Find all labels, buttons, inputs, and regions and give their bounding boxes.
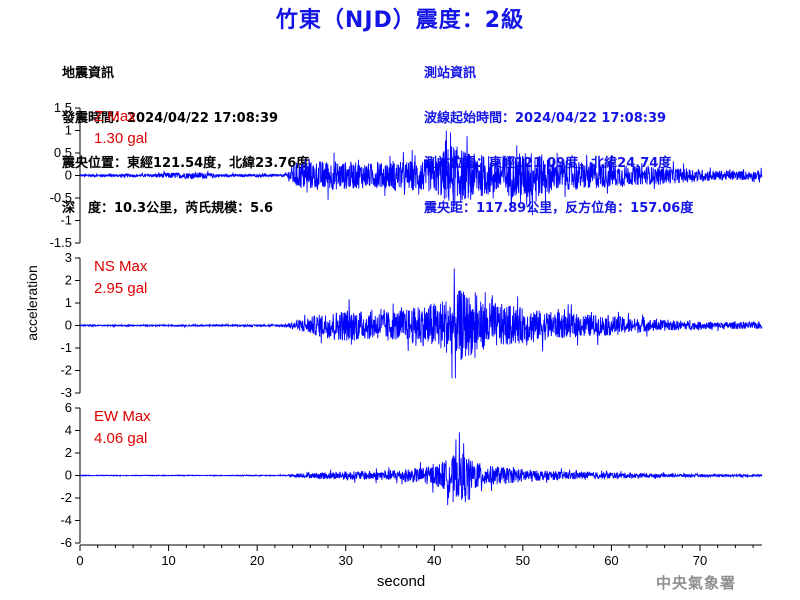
y-tick-label: 0 <box>65 318 72 333</box>
y-tick-label: 1 <box>65 123 72 138</box>
y-tick-label: 6 <box>65 400 72 415</box>
y-tick-label: -3 <box>60 385 72 400</box>
earthquake-info: 地震資訊 發震時間：2024/04/22 17:08:39 震央位置：東經121… <box>62 36 309 231</box>
y-tick-label: -4 <box>60 513 72 528</box>
x-tick-label: 20 <box>250 553 264 568</box>
y-axis-label: acceleration <box>24 265 40 341</box>
waveform-ew <box>79 432 763 506</box>
component-label: Z Max <box>94 108 136 125</box>
x-tick-label: 60 <box>604 553 618 568</box>
y-tick-label: -6 <box>60 535 72 550</box>
max-value-label: 2.95 gal <box>94 280 147 297</box>
x-axis-label: second <box>377 573 425 590</box>
earthquake-info-heading: 地震資訊 <box>62 66 115 81</box>
y-tick-label: 0 <box>65 468 72 483</box>
epicentral-distance: 震央距：117.89公里，反方位角：157.06度 <box>424 201 694 216</box>
y-tick-label: -2 <box>60 363 72 378</box>
y-tick-label: 2 <box>65 445 72 460</box>
waveform-z <box>79 130 763 216</box>
x-tick-label: 40 <box>427 553 441 568</box>
origin-time: 發震時間：2024/04/22 17:08:39 <box>62 111 279 126</box>
max-value-label: 4.06 gal <box>94 430 147 447</box>
waveform-ns <box>79 268 763 379</box>
agency-credit: 中央氣象署 <box>656 574 737 592</box>
epicenter-location: 震央位置：東經121.54度，北緯23.76度 <box>62 156 310 171</box>
component-label: EW Max <box>94 408 151 425</box>
wave-start-time: 波線起始時間：2024/04/22 17:08:39 <box>424 111 667 126</box>
y-tick-label: 0.5 <box>54 145 72 160</box>
chart-title: 竹東（NJD）震度：2級 <box>275 8 525 33</box>
y-tick-label: 1 <box>65 295 72 310</box>
x-tick-label: 70 <box>693 553 707 568</box>
y-tick-label: 4 <box>65 423 72 438</box>
y-tick-label: -1.5 <box>50 235 72 250</box>
y-tick-label: 2 <box>65 273 72 288</box>
x-tick-label: 10 <box>161 553 175 568</box>
y-tick-label: -0.5 <box>50 190 72 205</box>
component-label: NS Max <box>94 258 148 275</box>
y-tick-label: 0 <box>65 168 72 183</box>
y-tick-label: -1 <box>60 213 72 228</box>
x-tick-label: 30 <box>338 553 352 568</box>
max-value-label: 1.30 gal <box>94 130 147 147</box>
y-tick-label: 3 <box>65 250 72 265</box>
station-info-heading: 測站資訊 <box>424 66 477 81</box>
y-tick-label: -2 <box>60 490 72 505</box>
y-tick-label: -1 <box>60 340 72 355</box>
y-tick-label: 1.5 <box>54 100 72 115</box>
x-tick-label: 50 <box>516 553 530 568</box>
depth-magnitude: 深 度：10.3公里，芮氏規模：5.6 <box>62 201 274 216</box>
x-tick-label: 0 <box>76 553 83 568</box>
